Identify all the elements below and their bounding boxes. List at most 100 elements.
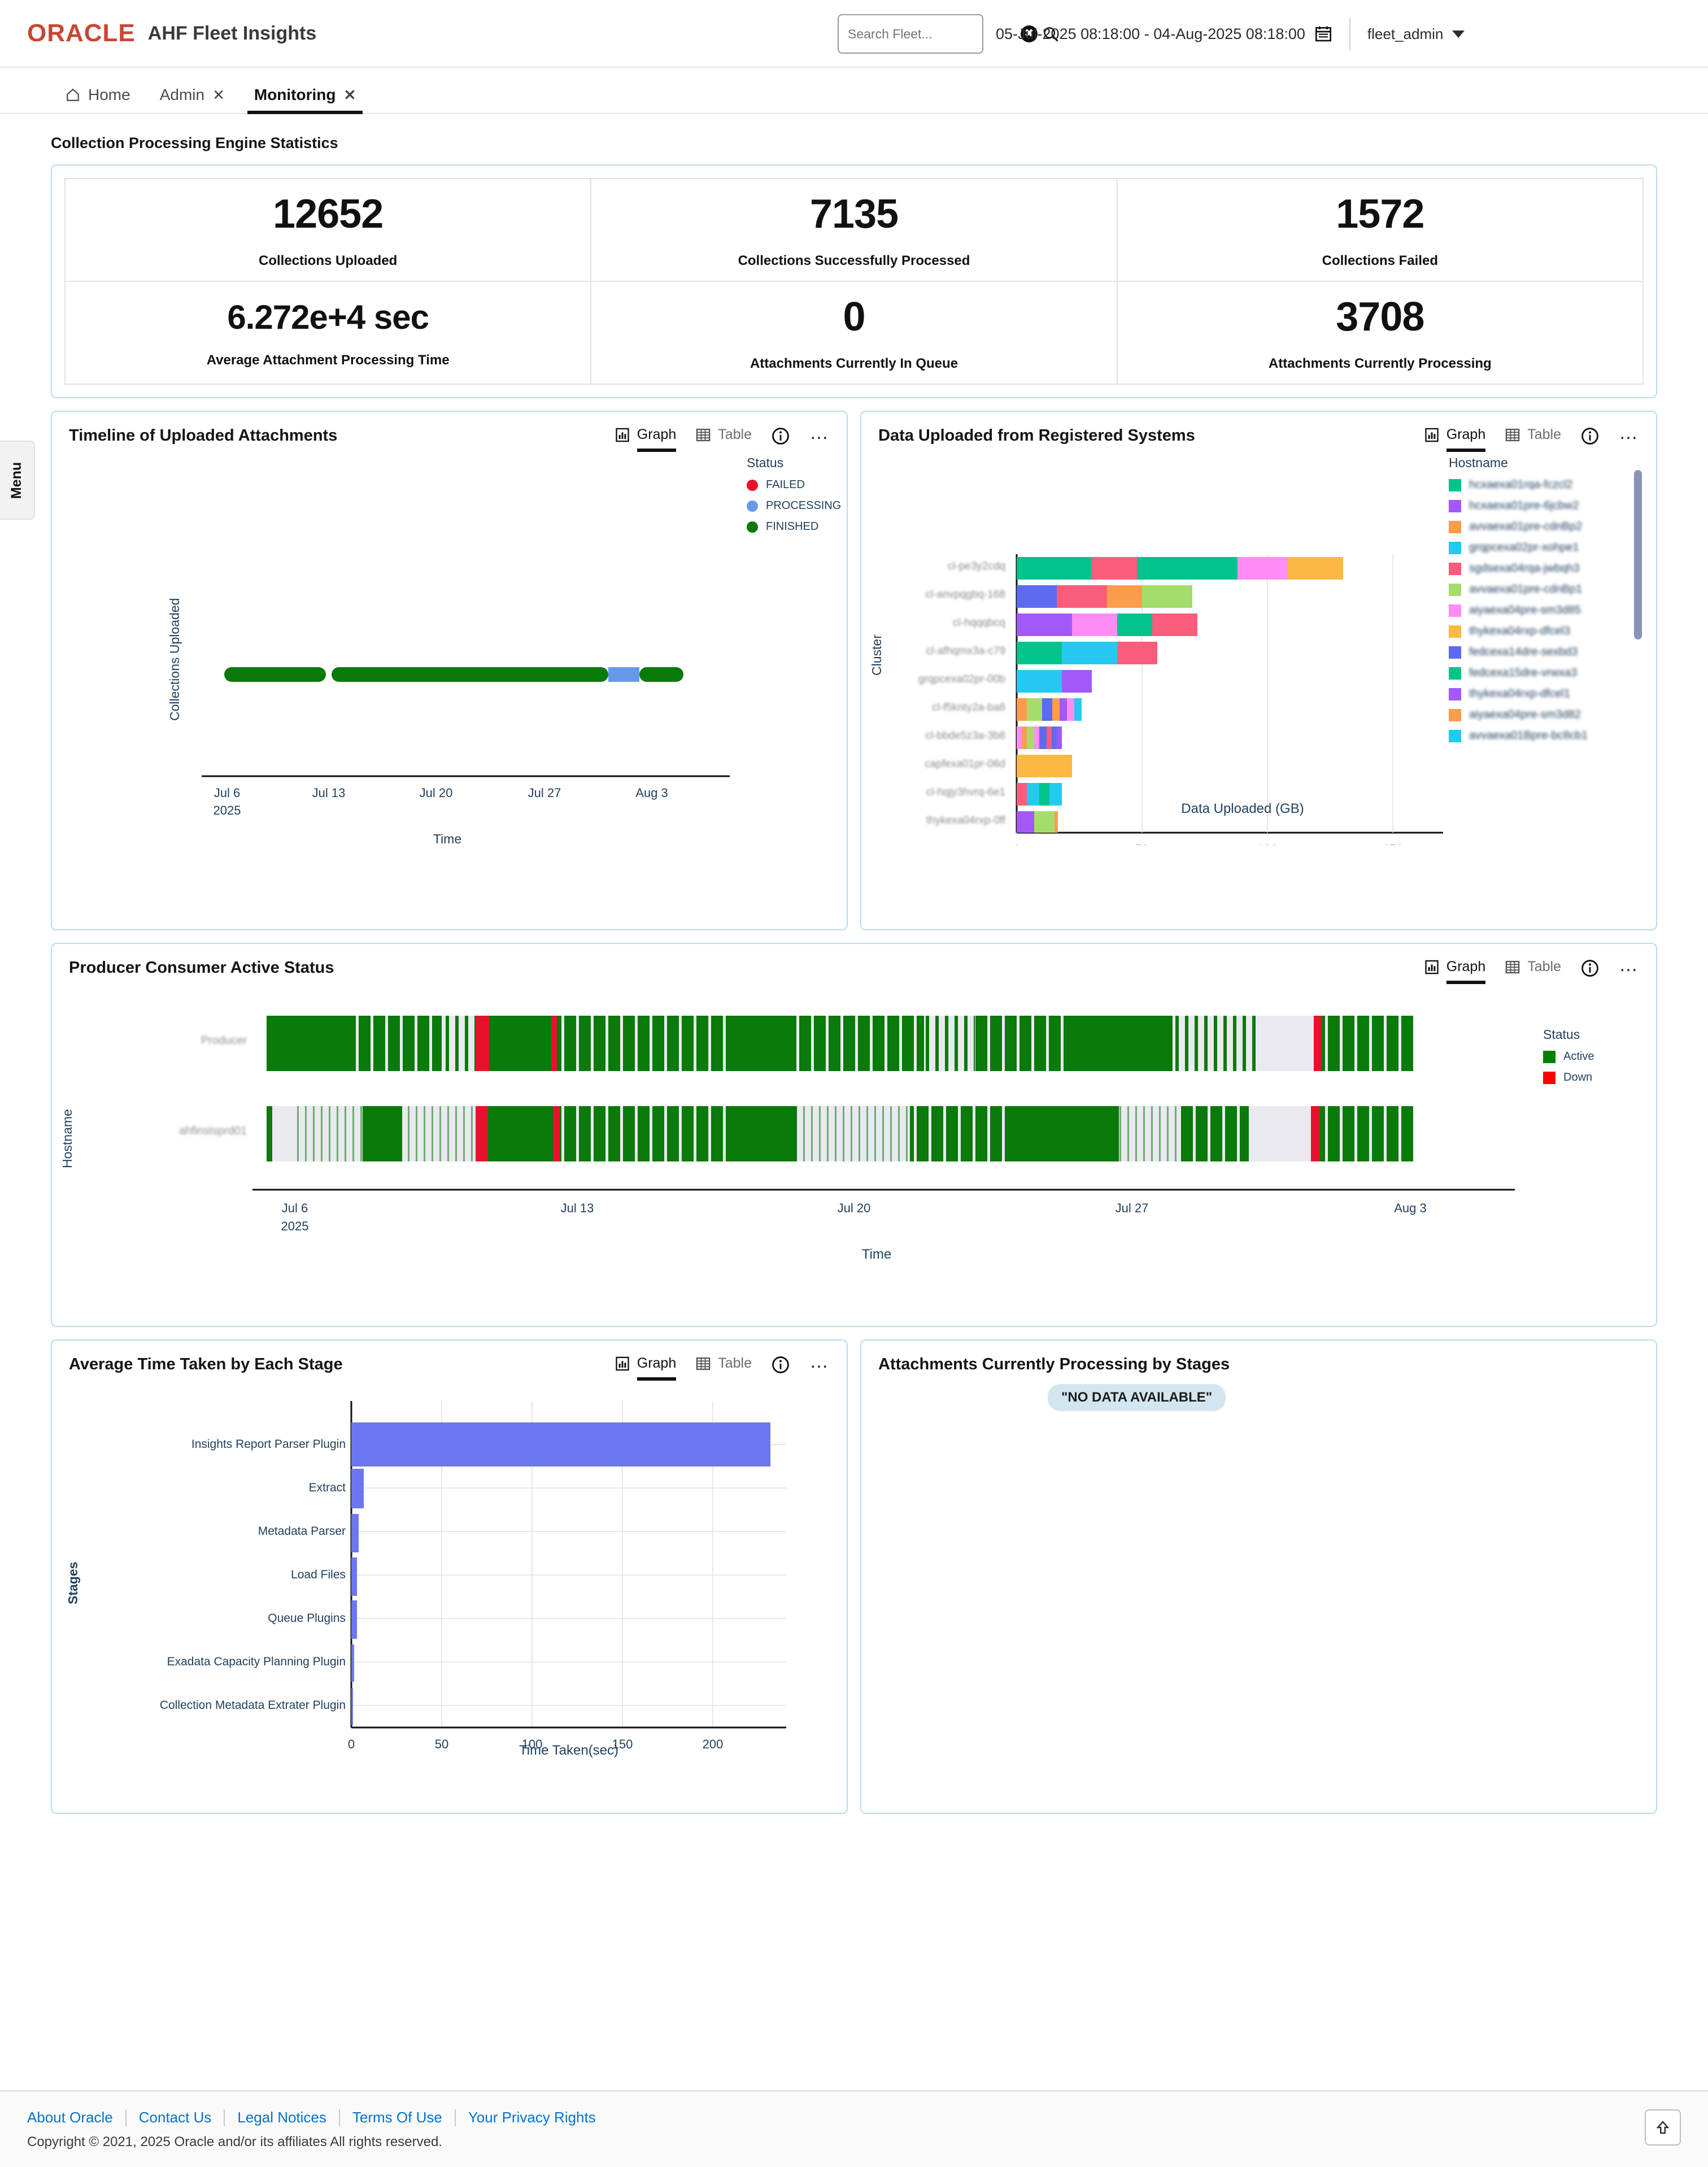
legend-item[interactable]: aiyaexa04pre-sm3d82 — [1449, 708, 1635, 721]
info-icon[interactable] — [1580, 427, 1600, 446]
legend-swatch — [1449, 499, 1461, 512]
legend-swatch — [1449, 520, 1461, 533]
kpi-label: Collections Failed — [1322, 253, 1438, 268]
search-icon[interactable] — [1042, 25, 1059, 42]
legend-swatch — [1449, 604, 1461, 617]
legend-item-down[interactable]: Down — [1543, 1071, 1594, 1084]
bar-insights-report-parser-plugin — [351, 1422, 770, 1467]
clear-search-icon[interactable]: ✖ — [1021, 25, 1038, 42]
chart-average-time-taken-by-each-stage: Stages Insights Report Parser Plugin Ext… — [52, 1378, 847, 1758]
toggle-graph-view[interactable]: Graph — [1424, 959, 1486, 984]
legend-item[interactable]: thykexa04rxp-dfcel3 — [1449, 625, 1635, 638]
no-data-badge: "NO DATA AVAILABLE" — [1048, 1384, 1226, 1411]
oracle-logo: ORACLE — [27, 19, 136, 47]
legend-item-active[interactable]: Active — [1543, 1050, 1594, 1063]
close-icon[interactable]: ✕ — [343, 86, 356, 103]
toggle-graph-view[interactable]: Graph — [615, 1355, 677, 1381]
more-options-icon[interactable]: … — [1619, 954, 1639, 976]
search-input[interactable] — [847, 25, 1016, 42]
more-options-icon[interactable]: … — [809, 1351, 830, 1372]
table-icon — [696, 428, 711, 441]
footer-link-your-privacy-rights[interactable]: Your Privacy Rights — [468, 2109, 596, 2126]
y-tick: cl-hqjy3hvrq-6e1 — [926, 786, 1005, 798]
tab-label: Admin — [159, 86, 205, 103]
legend-item[interactable]: avvaexa01pre-cdnBp2 — [1449, 520, 1635, 533]
legend-swatch — [1449, 729, 1461, 742]
app-title: AHF Fleet Insights — [147, 22, 317, 44]
tool-label: Table — [718, 1355, 752, 1371]
y-axis-label: Cluster — [869, 634, 884, 676]
scroll-to-top-button[interactable] — [1645, 2109, 1681, 2146]
panel-header: Attachments Currently Processing by Stag… — [861, 1341, 1656, 1374]
y-tick: cl-afhqmx3a-c79 — [926, 645, 1005, 657]
search-box[interactable]: ✖ — [838, 14, 1058, 54]
menu-drawer-toggle[interactable]: Menu — [0, 441, 35, 520]
more-options-icon[interactable]: … — [809, 422, 830, 443]
legend-item[interactable]: fedcexa14dre-sexbd3 — [1449, 646, 1635, 659]
toggle-table-view[interactable]: Table — [695, 427, 752, 450]
legend-item[interactable]: grqpcexa02pr-xohpe1 — [1449, 541, 1635, 554]
x-tick: 150 — [1383, 842, 1404, 845]
tool-label: Graph — [637, 1355, 677, 1371]
more-options-icon[interactable]: … — [1619, 422, 1639, 443]
info-icon[interactable] — [771, 1355, 790, 1374]
legend-label: thykexa04rxp-dfcel1 — [1469, 687, 1570, 700]
chart-producer-consumer-active-status: Hostname Producer ahfinstsprd01 — [52, 982, 1656, 1287]
chevron-down-icon[interactable] — [1452, 30, 1465, 38]
toggle-table-view[interactable]: Table — [1505, 427, 1561, 450]
user-name: fleet_admin — [1367, 25, 1444, 42]
date-range-display[interactable]: 05-Jul-2025 08:18:00 - 04-Aug-2025 08:18… — [996, 25, 1332, 43]
date-range-text: 05-Jul-2025 08:18:00 - 04-Aug-2025 08:18… — [996, 25, 1305, 42]
legend-label: hcxaexa01pre-6jcbw2 — [1469, 499, 1579, 512]
legend-item[interactable]: hcxaexa01pre-6jcbw2 — [1449, 499, 1635, 512]
y-tick: Producer — [201, 1034, 247, 1047]
legend-item-processing[interactable]: PROCESSING — [747, 499, 841, 512]
close-icon[interactable]: ✕ — [212, 86, 225, 103]
info-icon[interactable] — [771, 427, 790, 446]
toggle-table-view[interactable]: Table — [695, 1355, 752, 1378]
toggle-graph-view[interactable]: Graph — [615, 427, 677, 452]
footer-link-about-oracle[interactable]: About Oracle — [27, 2109, 113, 2126]
toggle-graph-view[interactable]: Graph — [1424, 427, 1486, 452]
legend-swatch — [1449, 583, 1461, 596]
footer-link-legal-notices[interactable]: Legal Notices — [237, 2109, 326, 2126]
legend-hostname: Hostname hcxaexa01rqa-fczcl2 hcxaexa01pr… — [1449, 455, 1635, 742]
chart-timeline-of-uploaded-attachments: Collections Uploaded Jul 6 2025 Jul 13 J… — [52, 450, 847, 856]
toggle-table-view[interactable]: Table — [1505, 959, 1561, 982]
x-tick: 100 — [1257, 842, 1278, 845]
legend-item[interactable]: avvaexa01pre-cdnBp1 — [1449, 583, 1635, 596]
legend-swatch — [1449, 625, 1461, 638]
legend-item[interactable]: avvaexa01Bpre-bc8cb1 — [1449, 729, 1635, 742]
panel-timeline-of-uploaded-attachments: Timeline of Uploaded Attachments Graph — [51, 411, 848, 930]
legend-item-failed[interactable]: FAILED — [747, 478, 841, 491]
calendar-icon[interactable] — [1314, 25, 1332, 43]
y-tick: thykexa04rxp-0ff — [926, 815, 1006, 826]
y-tick: grqpcexa02pr-00b — [918, 673, 1005, 685]
bar-metadata-parser — [351, 1514, 359, 1552]
bar-chart-icon — [616, 1356, 629, 1370]
footer-link-terms-of-use[interactable]: Terms Of Use — [352, 2109, 442, 2126]
tab-home[interactable]: Home — [51, 86, 145, 113]
x-tick-sub: 2025 — [213, 803, 241, 817]
y-tick: Collection Metadata Extrater Plugin — [160, 1699, 346, 1712]
legend-item[interactable]: fedcexa15dre-vrwxa3 — [1449, 667, 1635, 680]
legend-item-finished[interactable]: FINISHED — [747, 520, 841, 533]
bar-row — [1017, 557, 1343, 580]
bar-row — [1017, 726, 1062, 749]
stage-bar-svg: Stages Insights Report Parser Plugin Ext… — [66, 1401, 786, 1751]
tool-label: Table — [718, 427, 752, 442]
tab-monitoring[interactable]: Monitoring ✕ — [239, 86, 371, 114]
legend-item[interactable]: hcxaexa01rqa-fczcl2 — [1449, 478, 1635, 491]
user-menu[interactable]: fleet_admin — [1367, 25, 1465, 43]
info-icon[interactable] — [1580, 959, 1600, 978]
legend-item[interactable]: thykexa04rxp-dfcel1 — [1449, 687, 1635, 700]
legend-item[interactable]: aiyaexa04pre-sm3d85 — [1449, 604, 1635, 617]
kpi-value: 7135 — [809, 192, 899, 237]
legend-item[interactable]: sgdsexa04rqa-jwbqh3 — [1449, 562, 1635, 575]
legend-scrollbar[interactable] — [1634, 470, 1642, 639]
footer-link-contact-us[interactable]: Contact Us — [138, 2109, 212, 2126]
arrow-up-icon — [1656, 2121, 1670, 2134]
tab-admin[interactable]: Admin ✕ — [145, 86, 239, 113]
page-content: Collection Processing Engine Statistics … — [0, 134, 1708, 1814]
kpi-grid: 12652 Collections Uploaded 7135 Collecti… — [64, 178, 1644, 385]
